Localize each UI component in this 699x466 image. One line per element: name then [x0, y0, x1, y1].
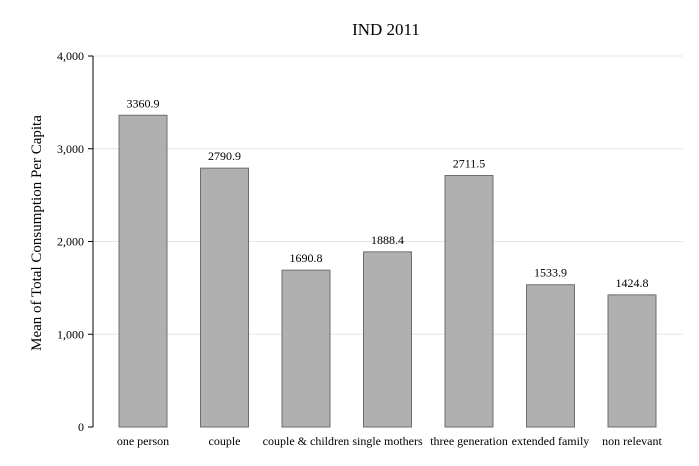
x-tick-label: extended family [512, 434, 590, 448]
y-tick-label: 3,000 [57, 142, 84, 156]
y-tick-label: 1,000 [57, 327, 84, 341]
value-labels: 3360.9 2790.9 1690.8 1888.4 2711.5 1533.9 1424… [127, 96, 649, 290]
bar [118, 114, 168, 428]
bars [118, 114, 657, 428]
data-label: 3360.9 [127, 96, 160, 110]
y-tick-label: 0 [78, 420, 84, 434]
bar [363, 251, 412, 428]
bar [444, 175, 494, 428]
bar [200, 167, 249, 428]
data-label: 1690.8 [290, 251, 323, 265]
y-axis: 0 1,000 2,000 3,000 4,000 [57, 49, 94, 434]
data-label: 1533.9 [534, 266, 567, 280]
x-tick-label: couple & children [263, 434, 350, 448]
data-label: 1424.8 [616, 276, 649, 290]
x-tick-label: couple [209, 434, 241, 448]
data-label: 2711.5 [453, 157, 486, 171]
y-axis-label: Mean of Total Consumption Per Capita [29, 115, 45, 351]
bar [526, 284, 575, 428]
bar [281, 269, 331, 428]
x-tick-labels: one person couple couple & children single … [117, 434, 663, 448]
x-tick-label: one person [117, 434, 169, 448]
bar [607, 294, 657, 428]
y-tick-label: 2,000 [57, 235, 84, 249]
data-label: 1888.4 [371, 233, 404, 247]
data-label: 2790.9 [208, 149, 241, 163]
x-tick-label: three generation [430, 434, 508, 448]
chart-title: IND 2011 [352, 20, 420, 39]
y-tick-label: 4,000 [57, 49, 84, 63]
x-tick-label: single mothers [352, 434, 423, 448]
x-tick-label: non relevant [602, 434, 662, 448]
